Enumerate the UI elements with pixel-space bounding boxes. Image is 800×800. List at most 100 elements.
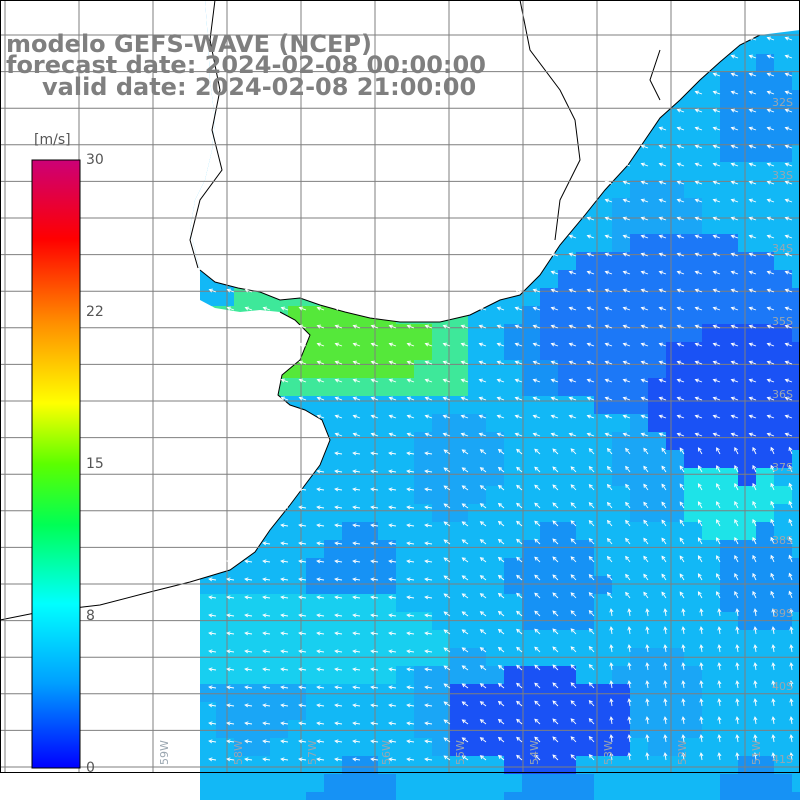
- wind-arrow: [771, 734, 776, 743]
- wind-arrow: [406, 577, 415, 582]
- wind-cell: [612, 702, 630, 720]
- wind-cell: [756, 558, 774, 576]
- wind-cell: [792, 432, 800, 450]
- wind-cell: [522, 756, 540, 774]
- colorbar-tick-30: 30: [86, 152, 104, 168]
- wind-cell: [396, 756, 414, 774]
- wind-arrow: [298, 360, 307, 365]
- wind-cell: [342, 504, 360, 522]
- wind-arrow: [734, 500, 739, 509]
- wind-cell: [738, 378, 756, 396]
- wind-arrow: [479, 449, 487, 455]
- wind-cell: [576, 630, 594, 648]
- wind-arrow: [534, 574, 541, 581]
- wind-arrow: [262, 667, 271, 672]
- wind-arrow: [118, 649, 127, 654]
- wind-cell: [612, 756, 630, 774]
- wind-arrow: [588, 610, 595, 617]
- wind-arrow: [370, 577, 379, 582]
- wind-arrow: [586, 270, 595, 275]
- wind-arrow: [316, 631, 325, 636]
- wind-arrow: [766, 270, 775, 275]
- wind-arrow: [609, 680, 614, 689]
- wind-cell: [234, 576, 252, 594]
- wind-cell: [612, 666, 630, 684]
- wind-arrow: [568, 270, 577, 275]
- wind-arrow: [712, 126, 721, 131]
- wind-arrow: [514, 342, 523, 347]
- longitude-label: 52W: [676, 740, 689, 765]
- wind-arrow: [370, 396, 379, 401]
- wind-cell: [756, 702, 774, 720]
- wind-cell: [558, 558, 576, 576]
- wind-cell: [432, 666, 450, 684]
- wind-arrow: [406, 667, 415, 672]
- wind-arrow: [679, 537, 685, 545]
- latitude-label: 39S: [772, 607, 793, 620]
- wind-arrow: [443, 449, 451, 455]
- wind-cell: [702, 666, 720, 684]
- wind-arrow: [568, 378, 577, 383]
- wind-arrow: [280, 721, 289, 726]
- wind-cell: [396, 504, 414, 522]
- wind-arrow: [586, 288, 595, 293]
- wind-cell: [630, 288, 648, 306]
- wind-arrow: [443, 755, 451, 761]
- wind-arrow: [226, 306, 235, 311]
- wind-cell: [702, 144, 720, 162]
- wind-cell: [504, 468, 522, 486]
- wind-cell: [468, 756, 486, 774]
- wind-cell: [396, 486, 414, 504]
- wind-arrow: [316, 487, 325, 492]
- wind-cell: [774, 720, 792, 738]
- wind-cell: [288, 666, 306, 684]
- wind-arrow: [352, 757, 361, 762]
- wind-cell: [630, 576, 648, 594]
- wind-cell: [792, 360, 800, 378]
- wind-arrow: [676, 126, 685, 131]
- wind-arrow: [622, 270, 631, 275]
- wind-arrow: [262, 541, 271, 546]
- wind-arrow: [516, 538, 523, 545]
- wind-arrow: [497, 646, 505, 653]
- wind-cell: [774, 288, 792, 306]
- wind-cell: [612, 324, 630, 342]
- wind-arrow: [697, 465, 703, 473]
- wind-arrow: [208, 685, 217, 690]
- wind-arrow: [609, 716, 614, 725]
- wind-cell: [702, 162, 720, 180]
- wind-cell: [558, 576, 576, 594]
- wind-cell: [504, 666, 522, 684]
- wind-arrow: [244, 577, 253, 582]
- wind-arrow: [388, 685, 397, 690]
- wind-arrow: [748, 54, 757, 59]
- wind-arrow: [516, 646, 523, 653]
- wind-cell: [216, 288, 234, 306]
- wind-cell: [504, 684, 522, 702]
- wind-arrow: [334, 342, 343, 347]
- wind-cell: [594, 486, 612, 504]
- wind-arrow: [172, 631, 181, 636]
- wind-cell: [738, 414, 756, 432]
- wind-cell: [648, 162, 666, 180]
- wind-arrow: [676, 414, 685, 419]
- wind-arrow: [262, 685, 271, 690]
- wind-cell: [738, 450, 756, 468]
- wind-arrow: [388, 703, 397, 708]
- wind-arrow: [388, 721, 397, 726]
- wind-cell: [342, 756, 360, 774]
- wind-arrow: [676, 396, 685, 401]
- wind-arrow: [316, 469, 325, 474]
- wind-cell: [450, 630, 468, 648]
- wind-arrow: [622, 360, 631, 365]
- wind-arrow: [645, 734, 650, 743]
- wind-cell: [648, 432, 666, 450]
- wind-arrow: [316, 541, 325, 546]
- wind-arrow: [622, 252, 631, 257]
- wind-cell: [486, 522, 504, 540]
- wind-arrow: [443, 629, 451, 635]
- wind-cell: [576, 792, 594, 800]
- wind-arrow: [478, 396, 487, 401]
- wind-cell: [468, 522, 486, 540]
- latitude-label: 32S: [772, 96, 793, 109]
